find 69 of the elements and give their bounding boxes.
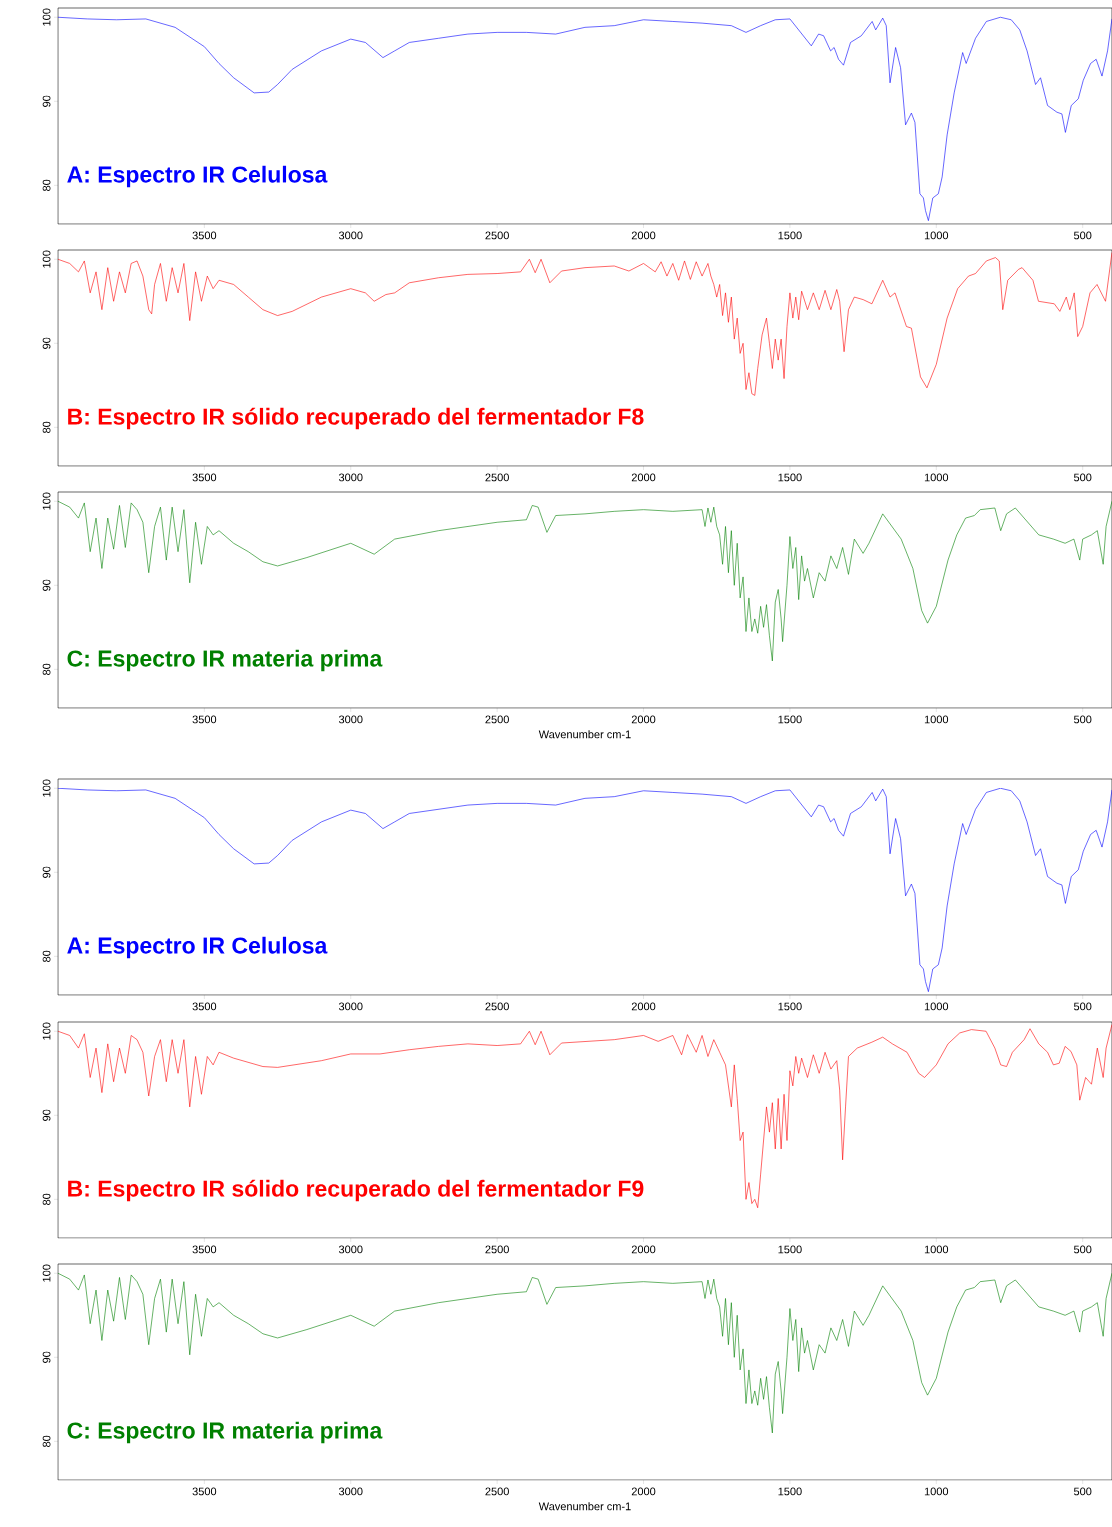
x-tick-label: 3000 — [338, 1487, 363, 1496]
y-tick-label: 90 — [42, 866, 51, 878]
y-tick-label: 100 — [42, 1264, 51, 1282]
x-tick-label: 500 — [1073, 473, 1092, 482]
x-axis-title: Wavenumber cm-1 — [538, 730, 631, 739]
text: C: Espectro IR materia prima — [67, 649, 383, 672]
y-tick-label: 80 — [42, 663, 51, 675]
x-tick-label: 2000 — [631, 1487, 656, 1496]
text: A: Espectro IR Celulosa — [67, 936, 328, 959]
y-tick-label: 80 — [42, 1435, 51, 1447]
x-tick-label: 1000 — [924, 1487, 948, 1496]
y-tick-label: 100 — [42, 779, 51, 797]
x-tick-label: 1500 — [778, 1487, 802, 1496]
x-tick-label: 2000 — [631, 715, 656, 724]
x-tick-label: 1500 — [778, 1245, 802, 1254]
x-tick-label: 500 — [1073, 1002, 1092, 1011]
text: A: Espectro IR Celulosa — [67, 165, 328, 188]
x-tick-label: 3000 — [338, 231, 363, 240]
text: C: Espectro IR materia prima — [67, 1421, 383, 1444]
y-tick-label: 100 — [42, 1022, 51, 1040]
x-tick-label: 3500 — [192, 1002, 217, 1011]
x-tick-label: 1500 — [778, 473, 802, 482]
x-tick-label: 1000 — [924, 715, 948, 724]
x-tick-label: 500 — [1073, 1487, 1092, 1496]
x-tick-label: 2500 — [485, 231, 509, 240]
x-tick-label: 3000 — [338, 1002, 363, 1011]
x-tick-label: 1000 — [924, 231, 948, 240]
x-tick-label: 3500 — [192, 715, 217, 724]
x-tick-label: 2500 — [485, 1002, 509, 1011]
x-tick-label: 3500 — [192, 231, 217, 240]
y-tick-label: 100 — [42, 492, 51, 510]
y-tick-label: 80 — [42, 950, 51, 962]
x-tick-label: 3500 — [192, 473, 217, 482]
x-tick-label: 1500 — [778, 231, 802, 240]
x-tick-label: 2500 — [485, 715, 509, 724]
text: B: Espectro IR sólido recuperado del fermentador F8 — [68, 407, 644, 430]
y-tick-label: 90 — [42, 579, 51, 591]
y-tick-label: 90 — [42, 1351, 51, 1363]
x-tick-label: 3000 — [338, 1245, 363, 1254]
x-tick-label: 3000 — [338, 473, 363, 482]
x-tick-label: 1500 — [778, 715, 802, 724]
x-tick-label: 2000 — [631, 1245, 656, 1254]
x-tick-label: 2000 — [631, 1002, 656, 1011]
y-tick-label: 100 — [42, 250, 51, 268]
x-tick-label: 500 — [1073, 231, 1092, 240]
x-tick-label: 2000 — [631, 473, 656, 482]
x-tick-label: 1000 — [924, 1245, 948, 1254]
x-tick-label: 1000 — [924, 473, 948, 482]
x-tick-label: 2000 — [631, 231, 656, 240]
line-series — [57, 16, 1112, 221]
x-tick-label: 1000 — [924, 1002, 948, 1011]
y-tick-label: 90 — [42, 95, 51, 107]
x-tick-label: 3500 — [192, 1245, 217, 1254]
x-tick-label: 2500 — [485, 473, 509, 482]
y-tick-label: 80 — [42, 179, 51, 191]
x-tick-label: 1500 — [778, 1002, 802, 1011]
text: B: Espectro IR sólido recuperado del fermentador F9 — [68, 1179, 644, 1202]
x-tick-label: 2500 — [485, 1245, 509, 1254]
x-tick-label: 2500 — [485, 1487, 509, 1496]
y-tick-label: 80 — [42, 1193, 51, 1205]
y-tick-label: 100 — [42, 8, 51, 26]
x-tick-label: 500 — [1073, 715, 1092, 724]
x-tick-label: 3500 — [192, 1487, 217, 1496]
y-tick-label: 80 — [42, 421, 51, 433]
y-tick-label: 90 — [42, 337, 51, 349]
x-tick-label: 3000 — [338, 715, 363, 724]
y-tick-label: 90 — [42, 1109, 51, 1121]
x-tick-label: 500 — [1073, 1245, 1092, 1254]
x-axis-title: Wavenumber cm-1 — [538, 1502, 631, 1511]
